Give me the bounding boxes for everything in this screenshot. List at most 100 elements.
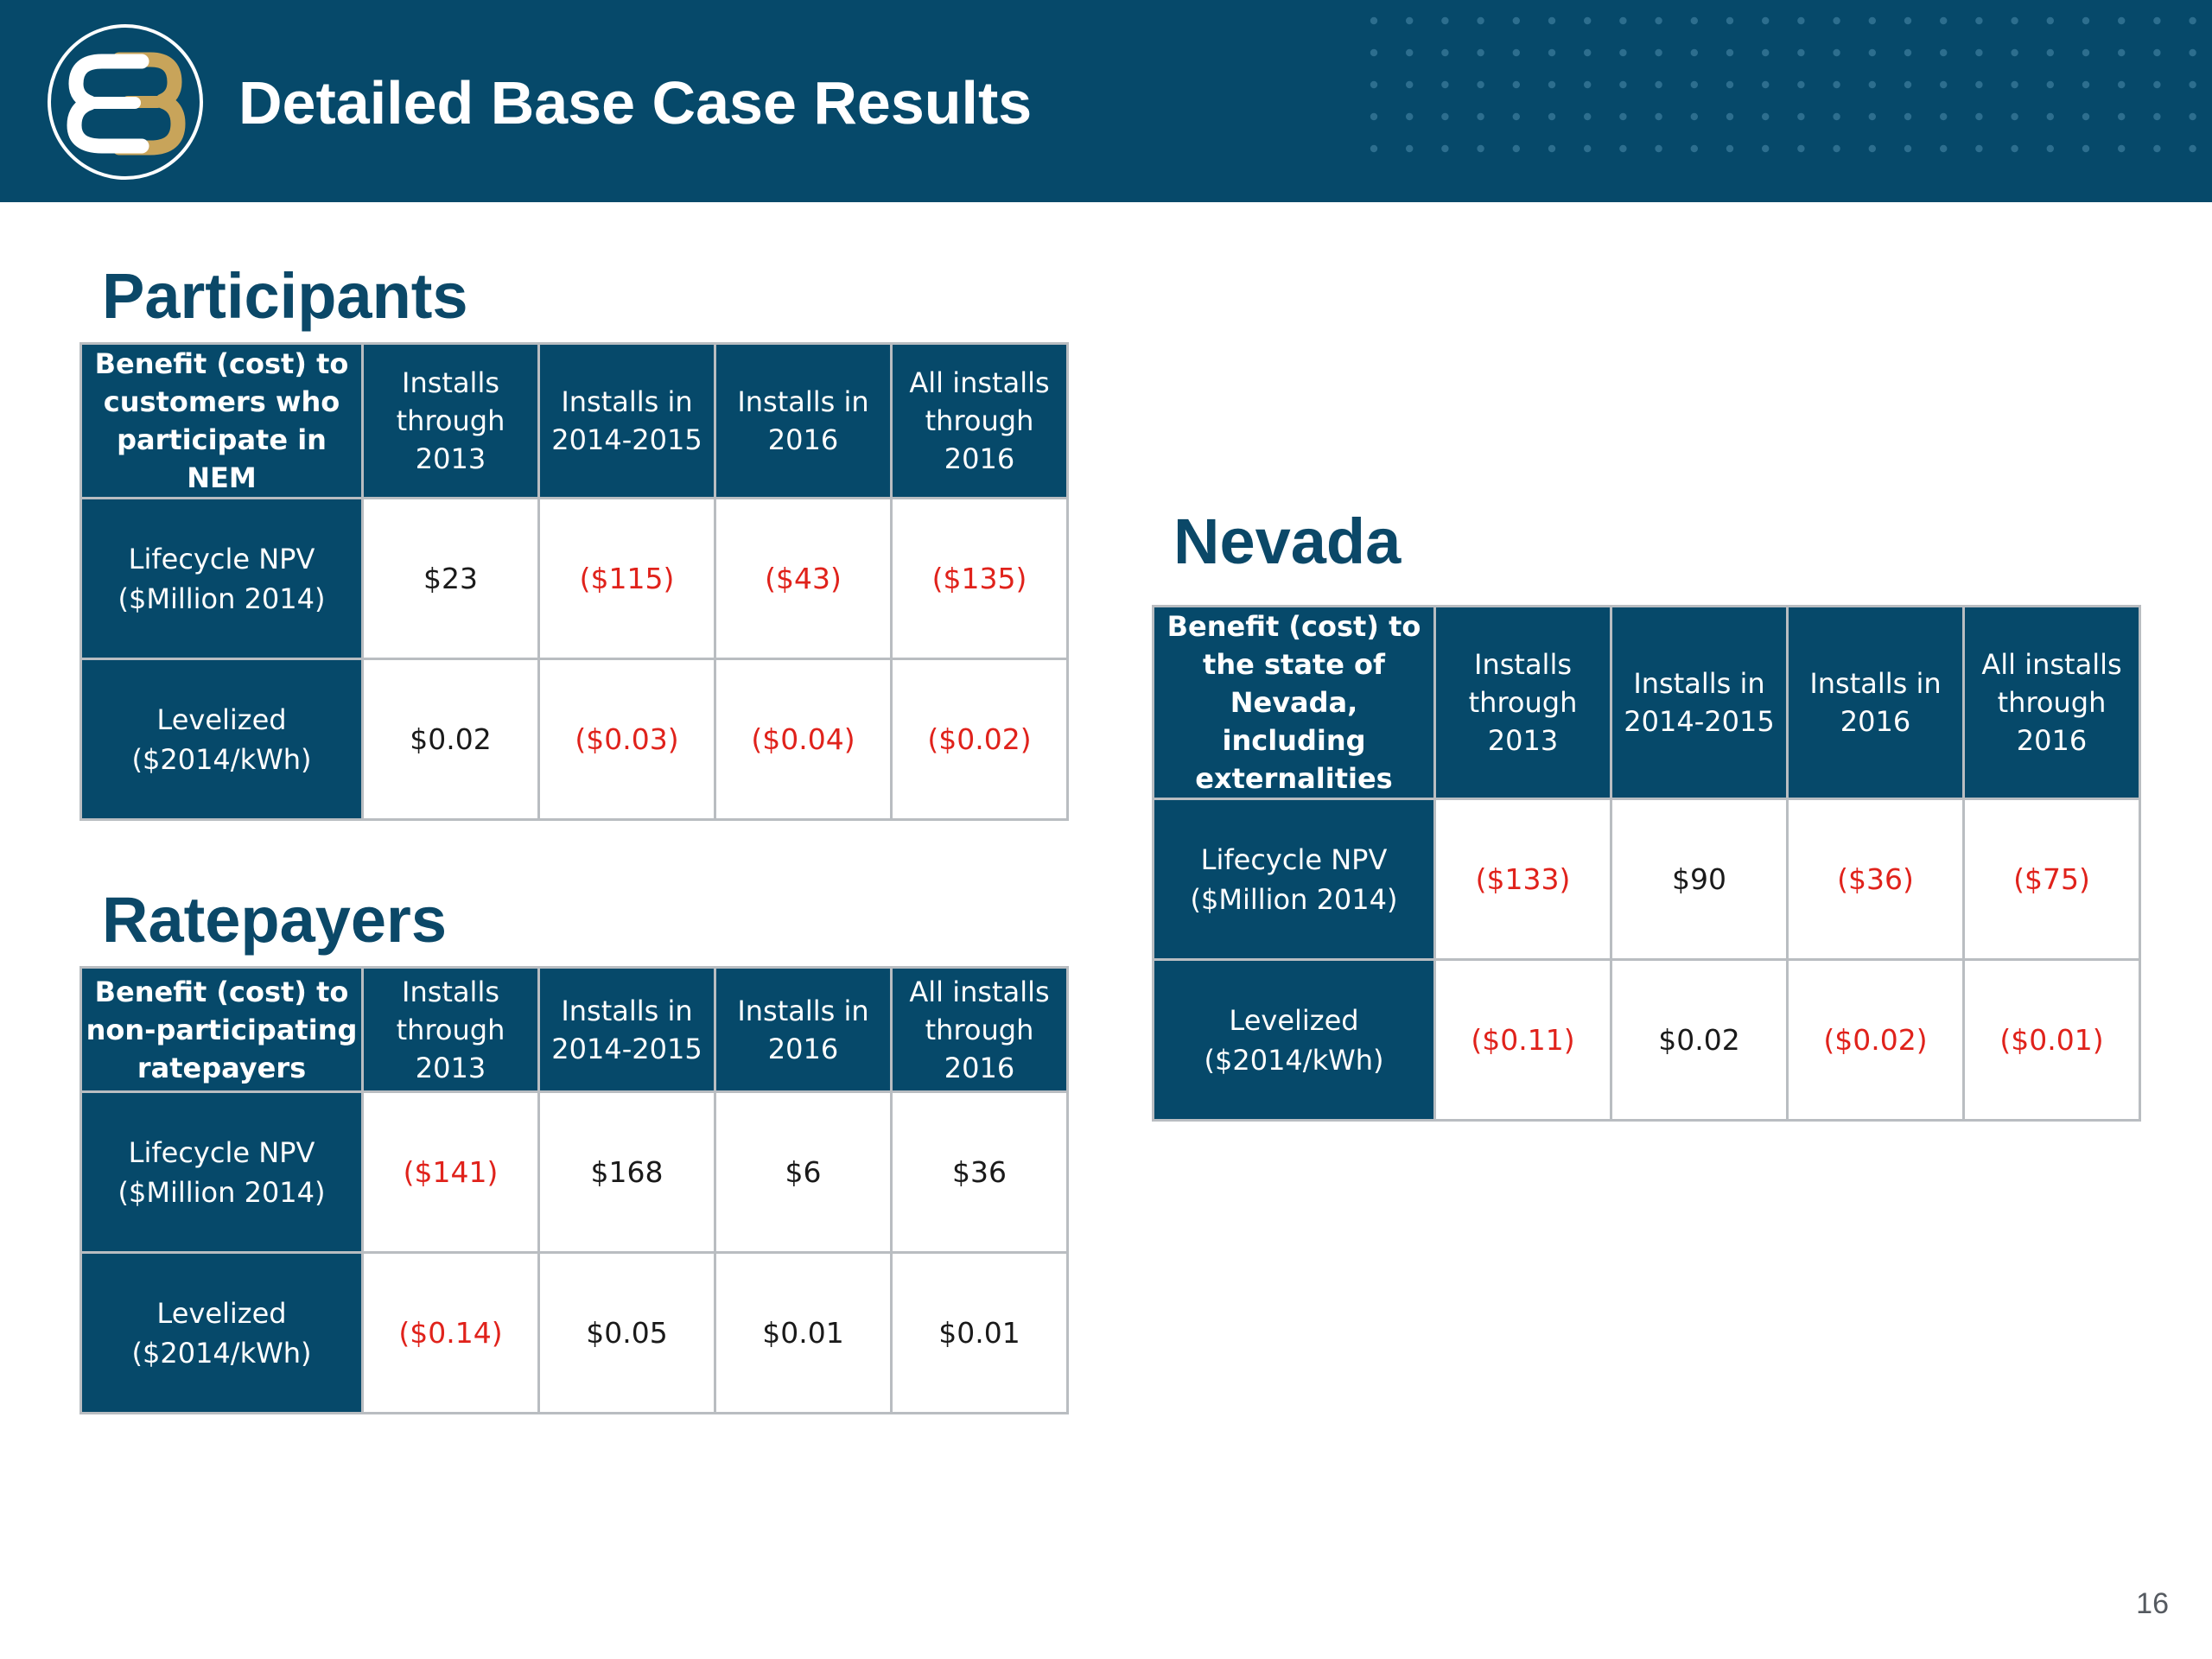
pattern-dot [2153,144,2161,153]
pattern-dot [1904,112,1912,121]
pattern-dot [1868,144,1876,153]
pattern-dot [1868,16,1876,25]
pattern-dot [1584,144,1592,153]
pattern-dot [1797,112,1805,121]
pattern-dot [1548,16,1556,25]
pattern-dot [1726,16,1734,25]
pattern-dot [1584,16,1592,25]
pattern-dot [1619,48,1627,57]
pattern-dot [1548,80,1556,89]
table-cell: ($115) [537,497,716,660]
pattern-dot [1940,80,1948,89]
pattern-dot [1868,80,1876,89]
pattern-dot [1762,48,1770,57]
pattern-dot [1441,48,1449,57]
pattern-dot [1762,112,1770,121]
pattern-dot [1370,112,1378,121]
table-header-row: Benefit (cost) to the state of Nevada, i… [1152,605,2141,800]
pattern-dot [1655,80,1662,89]
table-cell: ($0.03) [537,658,716,821]
row-label: Lifecycle NPV ($Million 2014) [1152,798,1436,961]
pattern-dot [1690,112,1698,121]
pattern-dot [2153,16,2161,25]
pattern-dot [2082,80,2090,89]
pattern-dot [1868,48,1876,57]
column-header: Benefit (cost) to non-participating rate… [79,966,364,1093]
table-cell: ($135) [890,497,1069,660]
pattern-dot [1690,16,1698,25]
table-row: Levelized ($2014/kWh) ($0.11) $0.02 ($0.… [1152,958,2141,1122]
pattern-dot [1477,16,1484,25]
pattern-dot [2011,16,2018,25]
pattern-dot [1619,144,1627,153]
column-header: Benefit (cost) to the state of Nevada, i… [1152,605,1436,800]
table-cell: ($0.02) [1786,958,1965,1122]
pattern-dot [1940,144,1948,153]
table-cell: ($0.02) [890,658,1069,821]
pattern-dot [2189,16,2196,25]
column-header: Installs through 2013 [361,342,540,499]
column-header: Benefit (cost) to customers who particip… [79,342,364,499]
column-header: Installs through 2013 [1433,605,1612,800]
pattern-dot [1441,112,1449,121]
table-cell: $90 [1610,798,1789,961]
pattern-dot [2046,16,2054,25]
pattern-dot [2011,112,2018,121]
table-cell: $6 [714,1090,893,1254]
pattern-dot [1619,80,1627,89]
table-cell: ($141) [361,1090,540,1254]
pattern-dot [1940,16,1948,25]
table-cell: ($0.11) [1433,958,1612,1122]
pattern-dot [2118,144,2126,153]
column-header: Installs in 2014-2015 [537,966,716,1093]
pattern-dot [2046,112,2054,121]
table-row: Lifecycle NPV ($Million 2014) $23 ($115)… [79,497,1069,660]
column-header: Installs in 2014-2015 [537,342,716,499]
pattern-dot [1619,16,1627,25]
row-label: Levelized ($2014/kWh) [79,658,364,821]
table-header-row: Benefit (cost) to non-participating rate… [79,966,1069,1093]
nevada-heading: Nevada [1173,505,1402,577]
column-header: All installs through 2016 [1962,605,2141,800]
pattern-dot [1797,16,1805,25]
pattern-dot [1441,16,1449,25]
pattern-dot [1477,144,1484,153]
pattern-dot [1512,144,1520,153]
table-cell: $0.02 [361,658,540,821]
table-cell: ($0.14) [361,1251,540,1414]
pattern-dot [1833,16,1840,25]
pattern-dot [1690,80,1698,89]
page-title: Detailed Base Case Results [238,69,1033,137]
column-header: Installs in 2016 [714,342,893,499]
pattern-dot [1548,48,1556,57]
ratepayers-heading: Ratepayers [102,884,448,956]
pattern-dot [2046,80,2054,89]
pattern-dot [1512,48,1520,57]
table-cell: ($0.01) [1962,958,2141,1122]
pattern-dot [1797,80,1805,89]
table-row: Levelized ($2014/kWh) ($0.14) $0.05 $0.0… [79,1251,1069,1414]
pattern-dot [1797,48,1805,57]
pattern-dot [1655,144,1662,153]
table-cell: ($36) [1786,798,1965,961]
table-cell: ($43) [714,497,893,660]
pattern-dot [2189,112,2196,121]
table-row: Lifecycle NPV ($Million 2014) ($141) $16… [79,1090,1069,1254]
pattern-dot [2189,144,2196,153]
pattern-dot [1868,112,1876,121]
pattern-dot [2118,48,2126,57]
pattern-dot [2118,80,2126,89]
pattern-dot [1690,48,1698,57]
column-header: All installs through 2016 [890,342,1069,499]
pattern-dot [2118,112,2126,121]
pattern-dot [2082,48,2090,57]
pattern-dot [1797,144,1805,153]
pattern-dot [1975,48,1983,57]
pattern-dot [1548,144,1556,153]
row-label: Levelized ($2014/kWh) [1152,958,1436,1122]
table-cell: $0.02 [1610,958,1789,1122]
pattern-dot [2082,144,2090,153]
pattern-dot [1548,112,1556,121]
column-header: Installs in 2016 [1786,605,1965,800]
table-cell: $36 [890,1090,1069,1254]
